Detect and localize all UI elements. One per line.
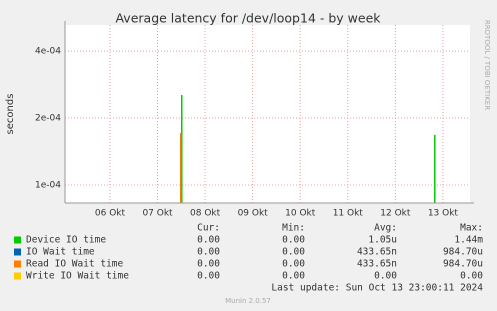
- y-tick-label: 4e-04: [35, 47, 61, 57]
- legend-stat: 0.00: [374, 271, 397, 282]
- legend-stat: 0.00: [282, 235, 305, 246]
- x-tick-label: 09 Okt: [238, 209, 269, 219]
- grid: 1e-04 2e-04 4e-04 06 Okt 07 Okt 08 Okt 09 Okt 1…: [35, 25, 470, 219]
- x-tick-label: 07 Okt: [142, 209, 173, 219]
- y-axis-label: seconds: [5, 94, 16, 135]
- x-tick-label: 12 Okt: [380, 209, 411, 219]
- legend-stat: 0.00: [282, 271, 305, 282]
- marks: [180, 94, 436, 203]
- legend-swatch: [14, 248, 21, 256]
- y-tick-label: 1e-04: [35, 181, 61, 191]
- legend: Cur: Min: Avg: Max:Device IO time 0.00 0.00 1.…: [14, 223, 483, 282]
- x-tick-label: 10 Okt: [285, 209, 316, 219]
- stat-header: Max:: [460, 223, 483, 234]
- stat-header: Avg:: [374, 223, 397, 234]
- footer: Munin 2.0.57: [225, 297, 271, 305]
- x-tick-label: 13 Okt: [428, 209, 459, 219]
- last-update: Last update: Sun Oct 13 23:00:11 2024: [271, 283, 483, 294]
- legend-label: Write IO Wait time: [26, 271, 129, 282]
- legend-stat: 0.00: [282, 259, 305, 270]
- legend-stat: 0.00: [282, 247, 305, 258]
- legend-stat: 0.00: [197, 259, 220, 270]
- legend-stat: 433.65n: [357, 259, 397, 270]
- legend-stat: 1.44m: [454, 235, 483, 246]
- legend-stat: 984.70u: [443, 247, 483, 258]
- stat-header: Min:: [282, 223, 305, 234]
- y-tick-label: 2e-04: [35, 114, 61, 124]
- legend-stat: 0.00: [197, 235, 220, 246]
- side-label: RRDTOOL / TOBI OETIKER: [483, 20, 491, 110]
- legend-swatch: [14, 236, 21, 244]
- chart-title: Average latency for /dev/loop14 - by wee…: [115, 11, 381, 26]
- legend-stat: 0.00: [197, 271, 220, 282]
- legend-stat: 984.70u: [443, 259, 483, 270]
- legend-label: Device IO time: [26, 235, 106, 246]
- legend-swatch: [14, 272, 21, 280]
- stat-header: Cur:: [197, 223, 220, 234]
- legend-stat: 0.00: [460, 271, 483, 282]
- legend-stat: 433.65n: [357, 247, 397, 258]
- legend-swatch: [14, 260, 21, 268]
- x-tick-label: 11 Okt: [333, 209, 364, 219]
- legend-label: Read IO Wait time: [26, 259, 124, 270]
- x-tick-label: 08 Okt: [190, 209, 221, 219]
- plot-area: [65, 25, 470, 203]
- legend-label: IO Wait time: [26, 247, 95, 258]
- x-tick-label: 06 Okt: [95, 209, 126, 219]
- legend-stat: 0.00: [197, 247, 220, 258]
- legend-stat: 1.05u: [368, 235, 397, 246]
